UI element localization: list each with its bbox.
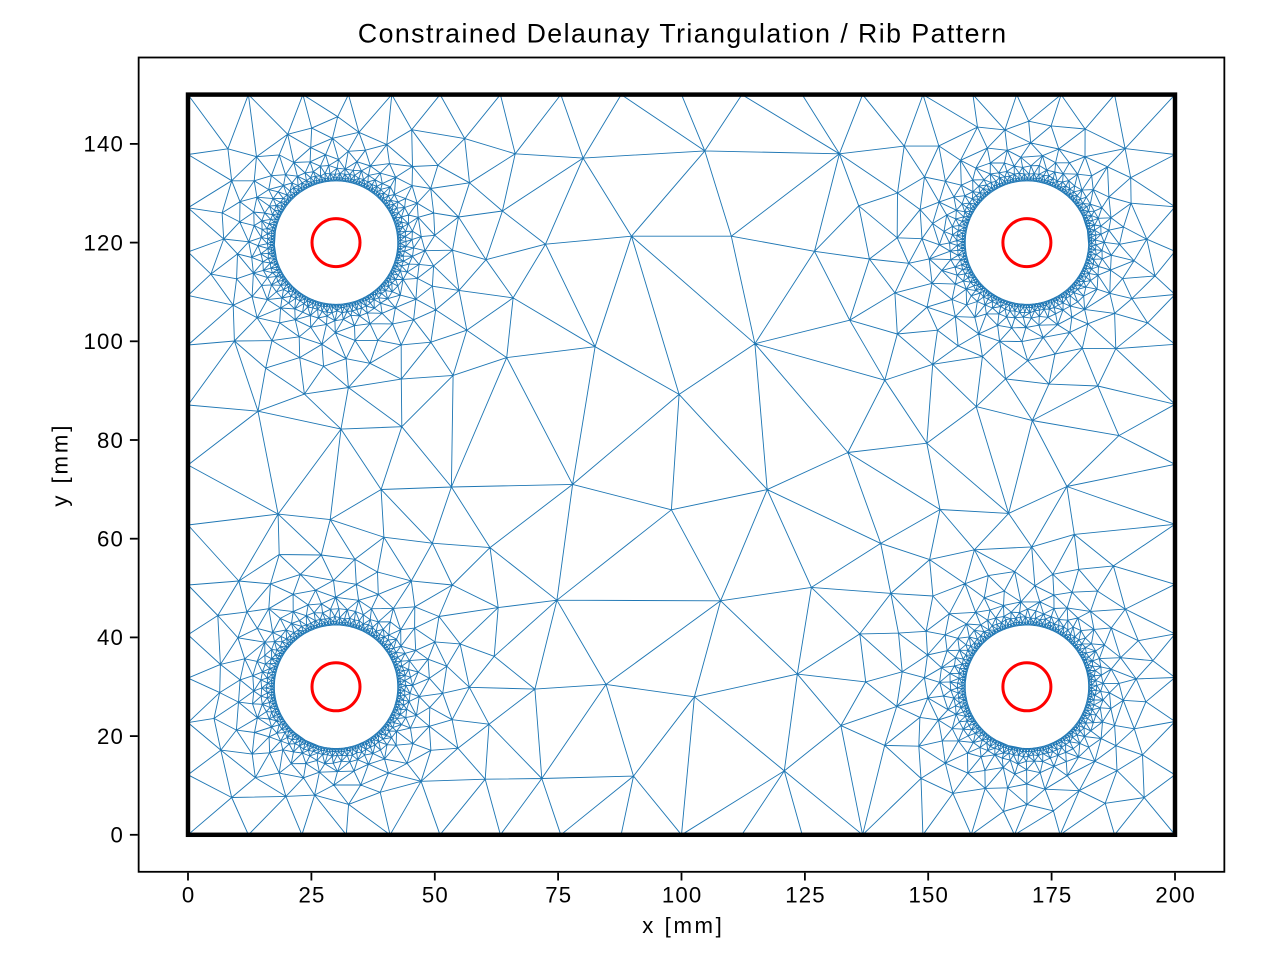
svg-text:100: 100	[84, 329, 124, 354]
svg-text:175: 175	[1032, 882, 1072, 907]
svg-text:20: 20	[97, 724, 124, 749]
svg-text:40: 40	[97, 625, 124, 650]
svg-text:y [mm]: y [mm]	[47, 423, 72, 507]
svg-text:25: 25	[299, 882, 326, 907]
svg-text:75: 75	[545, 882, 572, 907]
svg-text:0: 0	[111, 823, 125, 848]
svg-text:140: 140	[84, 132, 124, 157]
svg-text:100: 100	[662, 882, 702, 907]
svg-text:50: 50	[422, 882, 449, 907]
svg-text:60: 60	[97, 527, 124, 552]
svg-text:Constrained Delaunay Triangula: Constrained Delaunay Triangulation / Rib…	[358, 19, 1008, 49]
svg-text:150: 150	[909, 882, 949, 907]
svg-text:0: 0	[182, 882, 196, 907]
svg-text:80: 80	[97, 428, 124, 453]
svg-text:200: 200	[1155, 882, 1195, 907]
svg-text:x [mm]: x [mm]	[642, 913, 724, 938]
svg-text:125: 125	[785, 882, 825, 907]
svg-text:120: 120	[84, 230, 124, 255]
